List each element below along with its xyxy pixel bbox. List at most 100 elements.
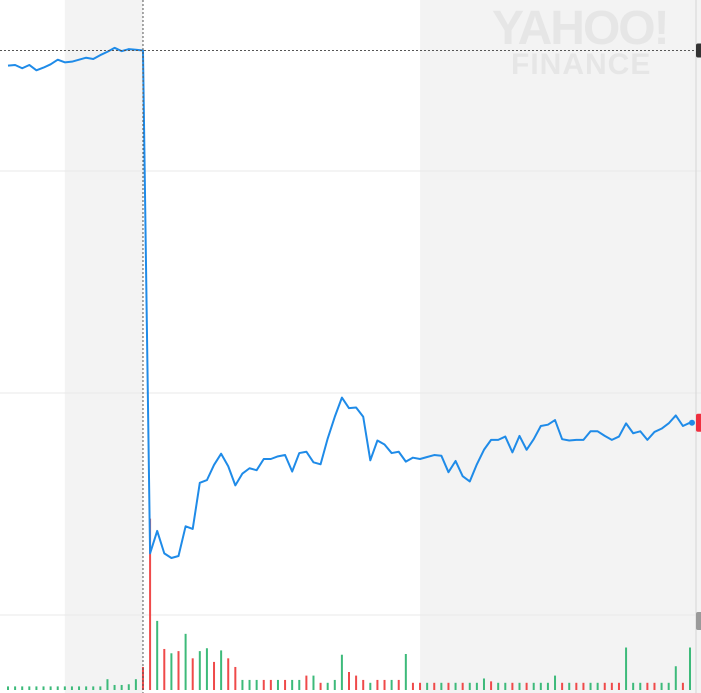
- volume-bar: [660, 682, 663, 690]
- volume-bar: [362, 679, 365, 690]
- volume-bar: [589, 682, 592, 690]
- volume-bars: [7, 518, 691, 690]
- volume-bar: [433, 682, 436, 690]
- volume-bar: [632, 682, 635, 690]
- volume-bar: [170, 653, 173, 690]
- volume-bar: [426, 682, 429, 690]
- volume-bar: [92, 686, 95, 690]
- volume-bar: [234, 666, 237, 690]
- crosshair-price-marker: [696, 43, 701, 58]
- volume-bar: [70, 686, 73, 690]
- volume-bar: [411, 682, 414, 690]
- volume-bar: [241, 679, 244, 690]
- volume-bar: [7, 686, 9, 690]
- volume-bar: [511, 682, 514, 690]
- volume-bar: [504, 682, 507, 690]
- volume-bar: [610, 682, 613, 690]
- price-line: [7, 46, 691, 559]
- volume-bar: [28, 686, 31, 690]
- volume-bar: [227, 658, 230, 690]
- volume-bar: [213, 661, 216, 690]
- volume-bar: [149, 518, 152, 690]
- volume-bar: [177, 651, 180, 690]
- right-axis: [689, 0, 701, 693]
- volume-bar: [220, 650, 223, 690]
- volume-bar: [440, 682, 443, 690]
- volume-bar: [490, 681, 493, 690]
- volume-bar: [248, 679, 251, 690]
- volume-bar: [56, 686, 59, 690]
- volume-bar: [326, 682, 329, 690]
- volume-bar: [156, 620, 159, 690]
- volume-bar: [617, 682, 620, 690]
- shaded-session-0: [64, 0, 143, 693]
- volume-bar: [397, 679, 400, 690]
- volume-bar: [674, 666, 677, 690]
- volume-bar: [49, 686, 52, 690]
- volume-bar: [163, 648, 166, 690]
- volume-bar: [355, 675, 358, 690]
- price-line-layer: [7, 46, 691, 559]
- volume-bar: [127, 684, 130, 690]
- volume-bar: [383, 679, 386, 690]
- volume-bar: [21, 686, 24, 690]
- last-price-dot: [689, 419, 695, 426]
- volume-bar: [99, 686, 102, 690]
- volume-bar: [532, 682, 535, 690]
- volume-bar: [525, 682, 528, 690]
- session-shading: [64, 0, 701, 693]
- volume-bar: [419, 682, 422, 690]
- volume-bar: [63, 686, 66, 690]
- volume-bar: [554, 675, 557, 690]
- watermark-yahoo: YAHOO!: [492, 2, 668, 55]
- volume-bar: [198, 651, 201, 690]
- volume-bar: [255, 679, 258, 690]
- volume-bar: [653, 682, 656, 690]
- volume-bar: [141, 666, 144, 690]
- volume-bar: [191, 658, 194, 690]
- volume-axis-marker: [696, 612, 701, 630]
- volume-bar: [134, 679, 137, 690]
- volume-bar: [646, 682, 649, 690]
- current-price-marker: [696, 413, 701, 432]
- volume-bar: [518, 682, 521, 690]
- volume-bar: [312, 675, 315, 690]
- volume-bar: [333, 679, 336, 690]
- volume-bar: [468, 682, 471, 690]
- volume-bar: [113, 684, 116, 690]
- watermark-finance: FINANCE: [511, 48, 651, 81]
- volume-bar: [454, 682, 457, 690]
- volume-bar: [639, 682, 642, 690]
- volume-bar: [205, 648, 208, 690]
- shaded-session-1: [420, 0, 701, 693]
- volume-bar: [14, 686, 17, 690]
- volume-bar: [461, 682, 464, 690]
- volume-bar: [78, 686, 81, 690]
- volume-bar: [390, 679, 393, 690]
- volume-bar: [568, 682, 571, 690]
- volume-bar: [482, 678, 485, 690]
- volume-bar: [284, 679, 287, 690]
- volume-bar: [120, 684, 123, 690]
- volume-bar: [348, 672, 350, 690]
- volume-bar: [667, 682, 670, 690]
- volume-bar: [689, 647, 691, 690]
- volume-bar: [42, 686, 45, 690]
- volume-bar: [369, 682, 372, 690]
- volume-bar: [497, 682, 500, 690]
- volume-bar: [625, 647, 628, 690]
- volume-bar: [475, 682, 478, 690]
- watermark: YAHOO! FINANCE: [492, 2, 670, 81]
- volume-bar: [681, 682, 684, 690]
- volume-bar: [298, 679, 301, 690]
- volume-bar: [184, 633, 187, 690]
- volume-bar: [106, 679, 109, 690]
- volume-bar: [603, 682, 606, 690]
- volume-bar: [85, 686, 88, 690]
- volume-bar: [305, 675, 308, 690]
- volume-bar: [596, 682, 599, 690]
- volume-bar: [262, 679, 265, 690]
